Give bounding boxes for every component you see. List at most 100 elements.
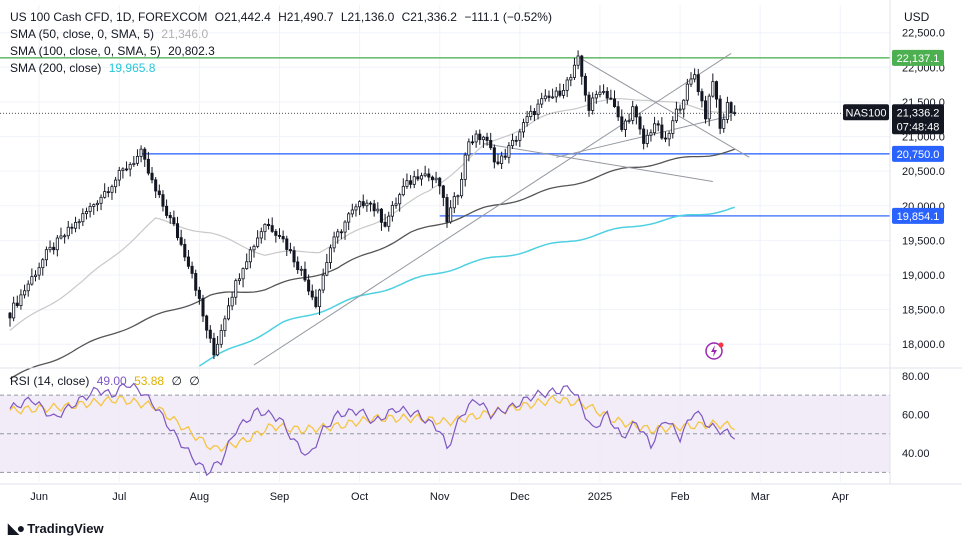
tradingview-logo-text: TradingView <box>27 521 104 536</box>
candle-body <box>594 94 598 99</box>
candle-body <box>642 128 646 144</box>
candle-body <box>638 116 642 130</box>
symbol-label-bg <box>843 104 889 121</box>
sma100-value: 20,802.3 <box>168 44 215 58</box>
candle-body <box>281 236 285 240</box>
candle-body <box>445 197 449 223</box>
flash-icon-ring <box>705 342 723 360</box>
y-tick-label: 19,500.0 <box>902 235 945 247</box>
candle-body <box>441 185 445 198</box>
candle-body <box>500 155 504 164</box>
x-tick-label: Sep <box>270 491 290 503</box>
candle-body <box>263 223 267 233</box>
candle-body <box>591 97 595 111</box>
candle-body <box>551 96 555 99</box>
candle-body <box>358 201 362 208</box>
candle-body <box>354 206 358 211</box>
candle-body <box>230 296 234 307</box>
candle-body <box>106 191 110 194</box>
x-tick-label: Nov <box>430 491 450 503</box>
candle-body <box>685 83 689 101</box>
candle-body <box>616 106 620 118</box>
rsi-tick-label: 80.00 <box>902 371 930 383</box>
candle-body <box>256 237 260 247</box>
candle-body <box>125 168 129 171</box>
candle-body <box>26 283 30 292</box>
candle-body <box>248 249 252 263</box>
candle-body <box>135 155 139 164</box>
candle-body <box>343 221 347 233</box>
candle-body <box>725 102 729 120</box>
candle-body <box>449 207 453 223</box>
candle-body <box>267 223 271 227</box>
candle-body <box>401 185 405 196</box>
candle-body <box>8 312 12 319</box>
candle-body <box>729 102 733 114</box>
sma200-value: 19,965.8 <box>108 61 156 75</box>
candle-body <box>307 279 311 292</box>
candle-body <box>30 276 34 285</box>
rsi-tick-label: 60.00 <box>902 409 930 421</box>
candle-body <box>689 78 693 85</box>
candle-body <box>540 98 544 105</box>
candle-body <box>332 236 336 249</box>
rsi-extra2: ∅ <box>189 374 200 388</box>
candle-body <box>77 221 81 224</box>
candle-body <box>707 95 711 120</box>
symbol-label-text: NAS100 <box>846 107 887 119</box>
candle-body <box>117 170 121 181</box>
rsi-extra1: ∅ <box>171 374 182 388</box>
rsi-label: RSI (14, close) <box>10 374 90 388</box>
candle-body <box>361 201 365 207</box>
candle-body <box>478 133 482 141</box>
candle-body <box>318 289 322 308</box>
candle-body <box>663 137 668 140</box>
candle-body <box>605 90 609 99</box>
candle-body <box>394 203 398 206</box>
candle-body <box>154 179 158 192</box>
x-tick-label: Apr <box>832 491 849 503</box>
candle-body <box>711 81 715 97</box>
y-tick-label: 18,500.0 <box>902 305 945 317</box>
level-label-text: 22,137.1 <box>897 53 940 65</box>
rsi-value: 49.00 <box>96 374 127 388</box>
candle-body <box>37 267 41 276</box>
sma50-label: SMA (50, close, 0, SMA, 5) <box>10 27 155 41</box>
candle-body <box>183 244 187 258</box>
rsi-ma-value: 53.88 <box>134 374 165 388</box>
y-tick-label: 20,500.0 <box>902 166 945 178</box>
currency-label[interactable]: USD <box>904 10 930 24</box>
flash-icon-dot <box>718 342 724 348</box>
rsi-pane <box>0 382 890 477</box>
candle-body <box>103 191 107 198</box>
candle-body <box>518 131 522 141</box>
tradingview-logo[interactable]: ◣● TradingView <box>8 520 104 537</box>
legend-sma200[interactable]: SMA (200, close) 19,965.8 <box>10 61 159 75</box>
candle-body <box>602 90 606 93</box>
candle-body <box>649 132 653 136</box>
legend-sma50[interactable]: SMA (50, close, 0, SMA, 5) 21,346.0 <box>10 27 212 41</box>
x-tick-label: Aug <box>190 491 210 503</box>
legend-rsi[interactable]: RSI (14, close) 49.00 53.88 ∅ ∅ <box>10 374 204 388</box>
candle-body <box>612 98 617 108</box>
candle-body <box>150 172 154 181</box>
candle-body <box>81 213 85 223</box>
candle-body <box>583 75 587 96</box>
candle-body <box>121 168 125 171</box>
candle-body <box>92 204 96 207</box>
candle-body <box>241 268 245 280</box>
candle-body <box>434 177 438 181</box>
candle-body <box>645 134 649 144</box>
candle-body <box>525 116 529 124</box>
candle-body <box>70 226 74 229</box>
countdown-text: 07:48:48 <box>897 121 940 133</box>
flash-icon <box>705 342 724 360</box>
candle-body <box>339 231 343 234</box>
candle-body <box>201 298 205 317</box>
candle-body <box>368 202 373 205</box>
candle-body <box>336 231 340 238</box>
candle-body <box>365 202 369 207</box>
legend-sma100[interactable]: SMA (100, close, 0, SMA, 5) 20,802.3 <box>10 44 219 58</box>
candle-body <box>143 148 147 160</box>
